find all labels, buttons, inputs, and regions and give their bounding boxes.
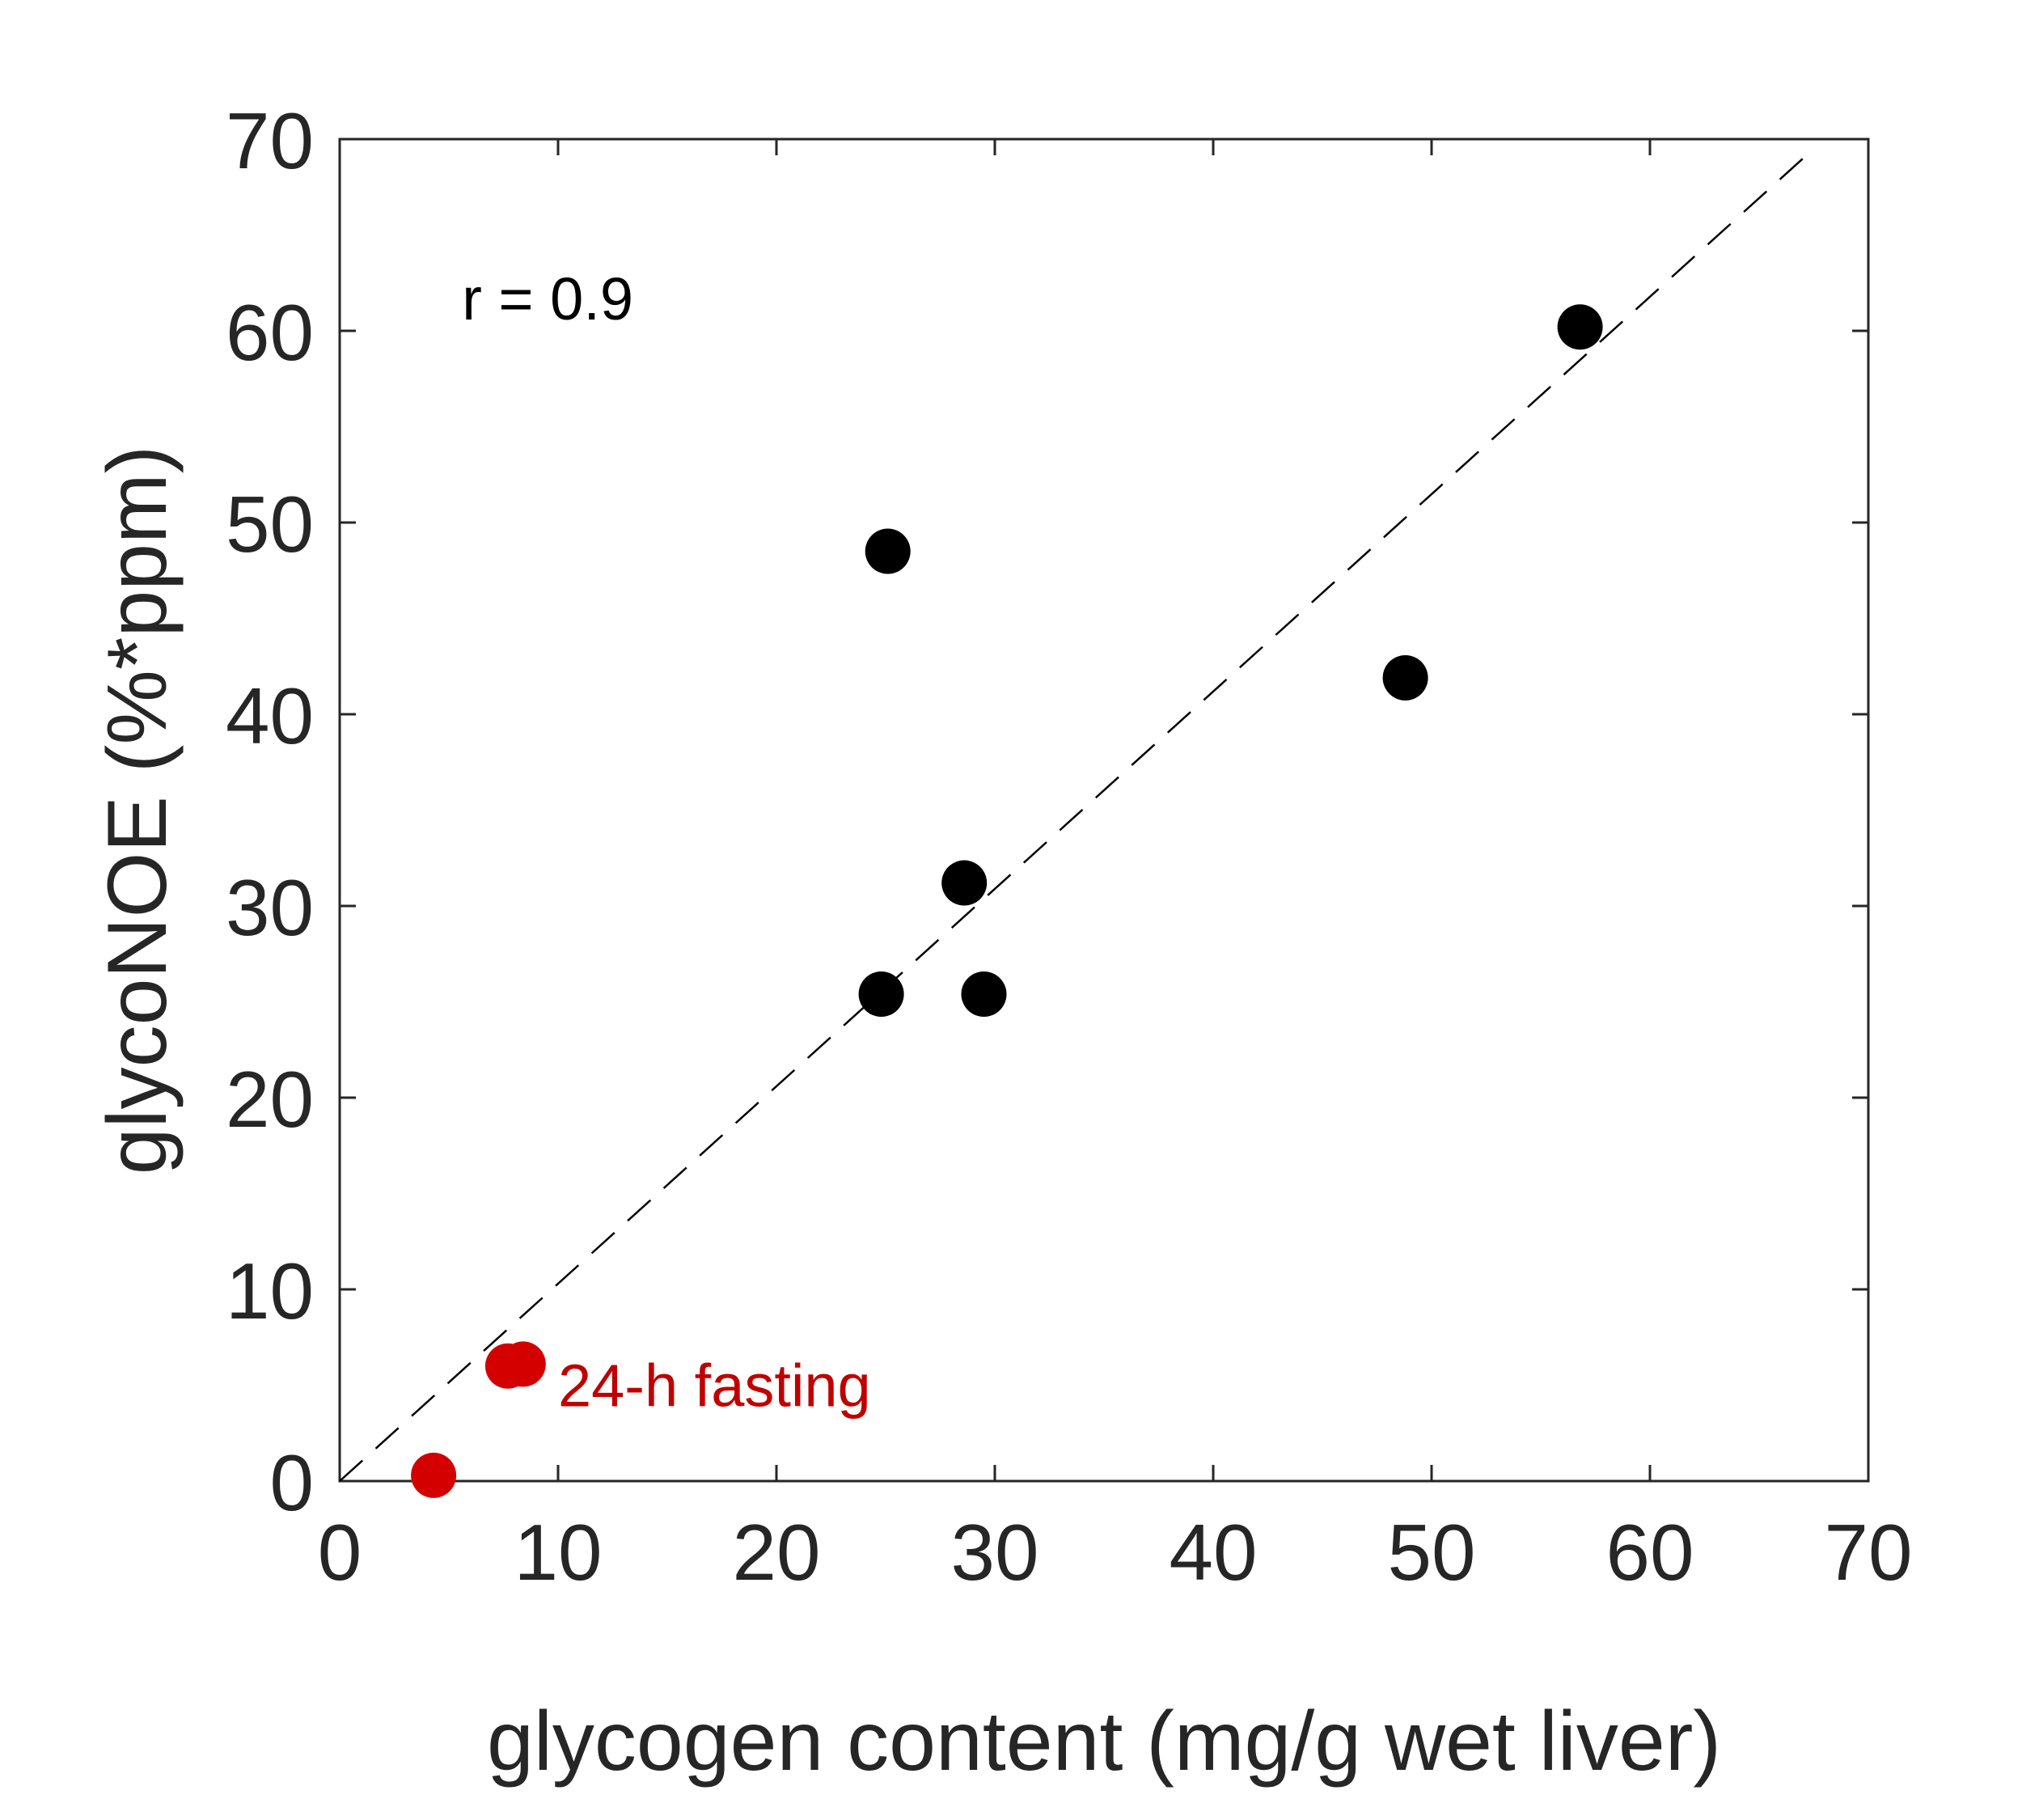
x-tick-label: 70 <box>1824 1508 1912 1597</box>
y-tick-label: 0 <box>269 1438 314 1527</box>
y-tick-label: 10 <box>226 1246 314 1335</box>
data-point-fed <box>1382 654 1428 700</box>
y-tick-label: 50 <box>226 480 314 569</box>
x-tick-label: 60 <box>1605 1508 1694 1597</box>
data-point-fed <box>961 971 1007 1018</box>
data-point-fasting <box>500 1341 546 1387</box>
x-tick-label: 40 <box>1169 1508 1257 1597</box>
x-axis-label: glycogen content (mg/g wet liver) <box>487 1695 1721 1788</box>
x-tick-label: 0 <box>318 1508 362 1597</box>
y-tick-label: 20 <box>226 1055 314 1144</box>
plot-area: 0 10 20 30 40 50 60 70 0 10 20 30 40 50 60 70 r = 0.9 24-… <box>226 96 1913 1597</box>
x-tick-label: 10 <box>514 1508 602 1597</box>
reference-line <box>339 147 1815 1482</box>
data-point-fed <box>858 971 904 1018</box>
y-tick-label: 70 <box>226 96 314 185</box>
data-point-fed <box>941 860 988 906</box>
axes-box <box>338 138 1870 1483</box>
correlation-annotation: r = 0.9 <box>462 265 633 332</box>
y-axis-label: glycoNOE (%*ppm) <box>91 446 184 1175</box>
y-tick-label: 40 <box>226 671 314 760</box>
y-tick-label: 60 <box>226 288 314 377</box>
x-tick-label: 20 <box>732 1508 820 1597</box>
y-tick-label: 30 <box>226 863 314 952</box>
fasting-annotation: 24-h fasting <box>558 1352 871 1420</box>
x-tick-label: 30 <box>950 1508 1038 1597</box>
data-point-fasting <box>411 1452 457 1498</box>
data-point-fed <box>1557 304 1603 350</box>
x-tick-label: 50 <box>1387 1508 1475 1597</box>
data-point-fed <box>865 528 911 574</box>
